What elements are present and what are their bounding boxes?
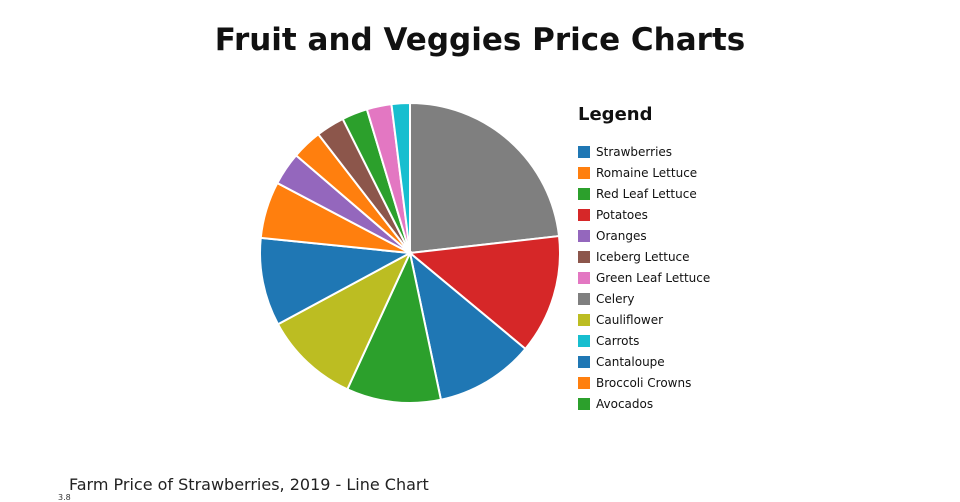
legend-label: Oranges (596, 228, 647, 243)
pie-slice-cantaloupe (259, 236, 414, 326)
legend-items: Strawberries Romaine Lettuce Red Leaf Lett… (578, 141, 710, 414)
legend-swatch (578, 187, 590, 200)
legend-label: Romaine Lettuce (596, 165, 698, 180)
legend-label: Carrots (596, 333, 640, 348)
legend-label: Celery (596, 291, 635, 306)
next-chart-y-tick: 3.8 (58, 493, 71, 502)
legend-swatch (578, 376, 590, 389)
pie-slice-avocados (345, 249, 443, 404)
pie-slice-cauliflower (276, 250, 413, 391)
legend-swatch (578, 271, 590, 284)
legend-label: Iceberg Lettuce (596, 249, 690, 264)
pie-slice-carrots (390, 101, 411, 254)
legend-swatch (578, 334, 590, 347)
legend-item[interactable]: Celery (578, 288, 710, 309)
legend-swatch (578, 292, 590, 305)
legend-item[interactable]: Cantaloupe (578, 351, 710, 372)
legend-label: Avocados (596, 396, 654, 411)
legend-label: Green Leaf Lettuce (596, 270, 711, 285)
legend-item[interactable]: Avocados (578, 393, 710, 414)
legend-item[interactable]: Iceberg Lettuce (578, 246, 710, 267)
legend-label: Broccoli Crowns (596, 375, 692, 390)
legend-item[interactable]: Red Leaf Lettuce (578, 183, 710, 204)
legend-swatch (578, 145, 590, 158)
legend-swatch (578, 397, 590, 410)
legend-item[interactable]: Cauliflower (578, 309, 710, 330)
legend: Legend Strawberries Romaine Lettuce Red Le… (578, 104, 710, 414)
legend-item[interactable]: Carrots (578, 330, 710, 351)
legend-swatch (578, 355, 590, 368)
legend-label: Potatoes (596, 207, 648, 222)
legend-swatch (578, 250, 590, 263)
legend-swatch (578, 229, 590, 242)
legend-swatch (578, 313, 590, 326)
legend-item[interactable]: Broccoli Crowns (578, 372, 710, 393)
next-chart-title: Farm Price of Strawberries, 2019 - Line … (69, 475, 429, 494)
chart-title: Fruit and Veggies Price Charts (214, 22, 746, 58)
legend-label: Red Leaf Lettuce (596, 186, 697, 201)
pie-slice-potatoes (407, 234, 561, 351)
legend-label: Cauliflower (596, 312, 664, 327)
pie-slice-celery (409, 101, 561, 255)
legend-item[interactable]: Strawberries (578, 141, 710, 162)
legend-item[interactable]: Oranges (578, 225, 710, 246)
legend-label: Strawberries (596, 144, 673, 159)
legend-item[interactable]: Romaine Lettuce (578, 162, 710, 183)
legend-swatch (578, 208, 590, 221)
legend-swatch (578, 166, 590, 179)
legend-label: Cantaloupe (596, 354, 665, 369)
pie-slice-strawberries (408, 250, 527, 401)
legend-item[interactable]: Potatoes (578, 204, 710, 225)
legend-item[interactable]: Green Leaf Lettuce (578, 267, 710, 288)
pie-chart (259, 101, 561, 404)
legend-title: Legend (578, 104, 653, 125)
